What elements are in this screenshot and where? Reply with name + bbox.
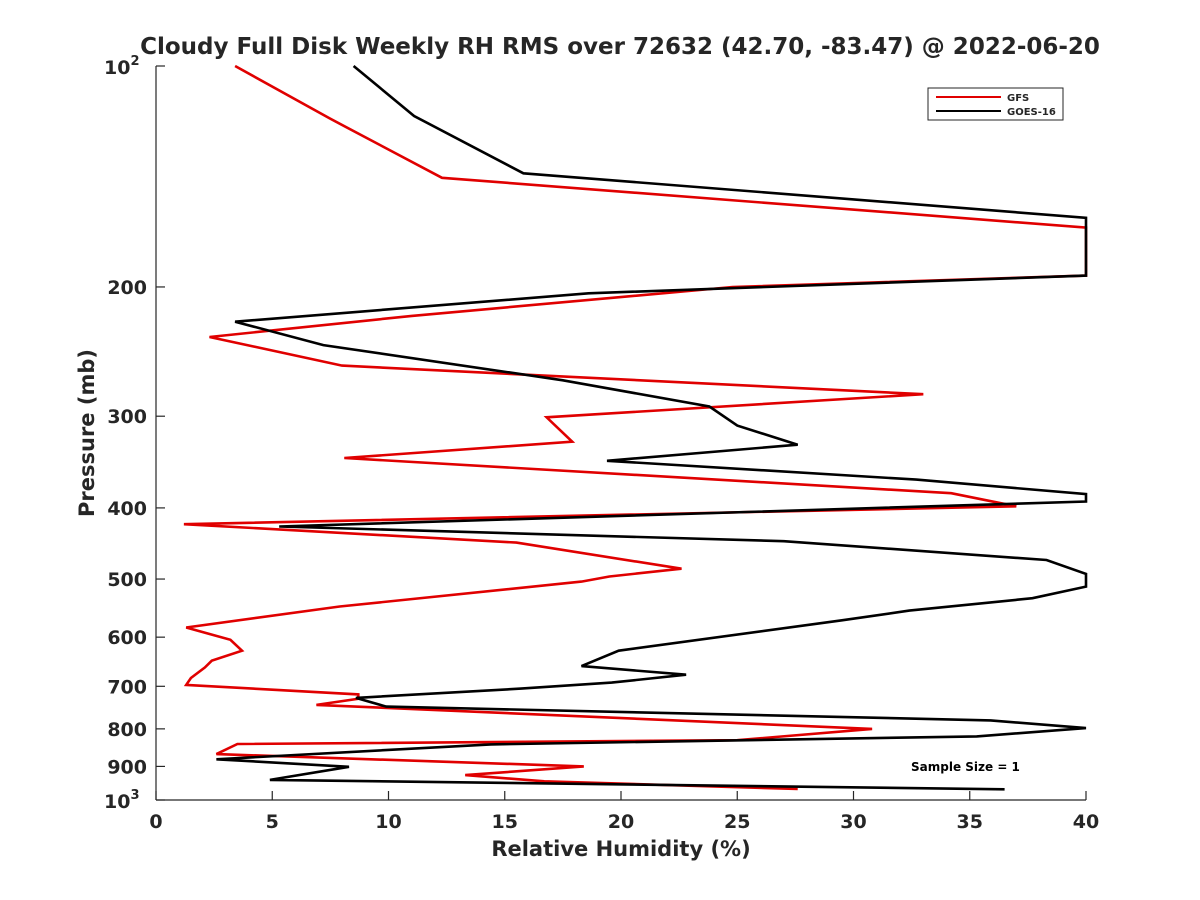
y-axis-label: Pressure (mb)	[75, 349, 99, 517]
legend: GFS GOES-16	[927, 87, 1064, 121]
legend-label-gfs: GFS	[1007, 93, 1029, 104]
x-tick-label: 5	[266, 811, 279, 833]
x-tick-label: 20	[608, 811, 634, 833]
y-tick-label: 200	[107, 277, 147, 299]
x-tick-label: 10	[375, 811, 401, 833]
x-tick-label: 30	[840, 811, 866, 833]
x-tick-label: 35	[957, 811, 983, 833]
y-tick-label: 400	[107, 498, 147, 520]
chart-title: Cloudy Full Disk Weekly RH RMS over 7263…	[140, 34, 1100, 60]
y-tick-label: 300	[107, 406, 147, 428]
series-line-goes-16	[216, 64, 1088, 791]
y-tick-label: 700	[107, 676, 147, 698]
x-tick-label: 25	[724, 811, 750, 833]
y-tick-label: 500	[107, 569, 147, 591]
y-tick-label: 103	[104, 788, 140, 813]
x-tick-label: 15	[492, 811, 518, 833]
x-tick-label: 0	[149, 811, 162, 833]
y-tick-label: 102	[104, 54, 140, 79]
legend-label-goes16: GOES-16	[1007, 107, 1056, 118]
x-axis-label: Relative Humidity (%)	[491, 837, 750, 861]
series-line-gfs	[183, 64, 1088, 791]
x-ticks: 0 5 10 15 20 25 30 35 40	[149, 791, 1099, 833]
y-ticks: 102 200 300 400 500 600 700 800 900 103	[104, 54, 165, 813]
y-tick-label: 600	[107, 627, 147, 649]
series-lines	[183, 64, 1088, 791]
sample-size-annotation: Sample Size = 1	[911, 760, 1020, 774]
legend-box	[927, 87, 1064, 121]
y-tick-label: 900	[107, 756, 147, 778]
x-tick-label: 40	[1073, 811, 1099, 833]
y-tick-label: 800	[107, 719, 147, 741]
